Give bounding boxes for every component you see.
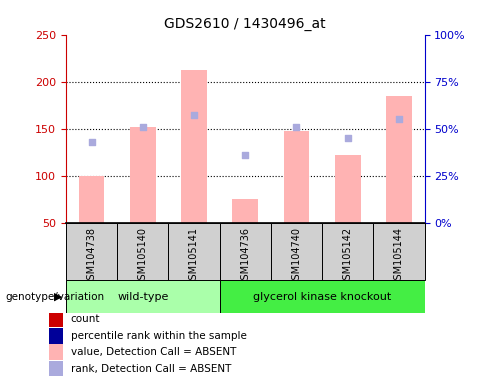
Point	[395, 116, 403, 122]
Text: GSM105141: GSM105141	[189, 227, 199, 286]
Text: wild-type: wild-type	[117, 291, 168, 302]
Bar	[386, 96, 412, 223]
Text: value, Detection Call = ABSENT: value, Detection Call = ABSENT	[71, 347, 236, 357]
Text: count: count	[71, 314, 100, 324]
Point	[190, 113, 198, 119]
Text: GSM104736: GSM104736	[240, 227, 250, 286]
Point	[293, 124, 301, 130]
Title: GDS2610 / 1430496_at: GDS2610 / 1430496_at	[164, 17, 326, 31]
Bar	[168, 223, 220, 280]
Text: GSM105140: GSM105140	[138, 227, 148, 286]
Bar	[284, 131, 309, 223]
Text: glycerol kinase knockout: glycerol kinase knockout	[253, 291, 391, 302]
Bar	[220, 280, 425, 313]
Text: GSM104738: GSM104738	[86, 227, 97, 286]
Text: GSM104740: GSM104740	[291, 227, 302, 286]
Bar	[117, 223, 168, 280]
Bar	[181, 70, 207, 223]
Text: genotype/variation: genotype/variation	[5, 291, 104, 302]
Bar	[220, 223, 271, 280]
Bar	[79, 176, 104, 223]
Bar	[49, 328, 63, 344]
Text: ▶: ▶	[54, 291, 63, 302]
Bar	[66, 223, 117, 280]
Bar	[66, 280, 220, 313]
Bar	[373, 223, 425, 280]
Point	[139, 124, 147, 130]
Bar	[49, 312, 63, 327]
Bar	[232, 199, 258, 223]
Bar	[49, 361, 63, 376]
Bar	[49, 344, 63, 360]
Text: percentile rank within the sample: percentile rank within the sample	[71, 331, 246, 341]
Text: GSM105142: GSM105142	[343, 227, 353, 286]
Bar	[322, 223, 373, 280]
Bar	[130, 127, 156, 223]
Text: rank, Detection Call = ABSENT: rank, Detection Call = ABSENT	[71, 364, 231, 374]
Bar	[335, 155, 361, 223]
Point	[344, 135, 352, 141]
Bar	[271, 223, 322, 280]
Point	[88, 139, 96, 145]
Point	[242, 152, 249, 158]
Text: GSM105144: GSM105144	[394, 227, 404, 286]
